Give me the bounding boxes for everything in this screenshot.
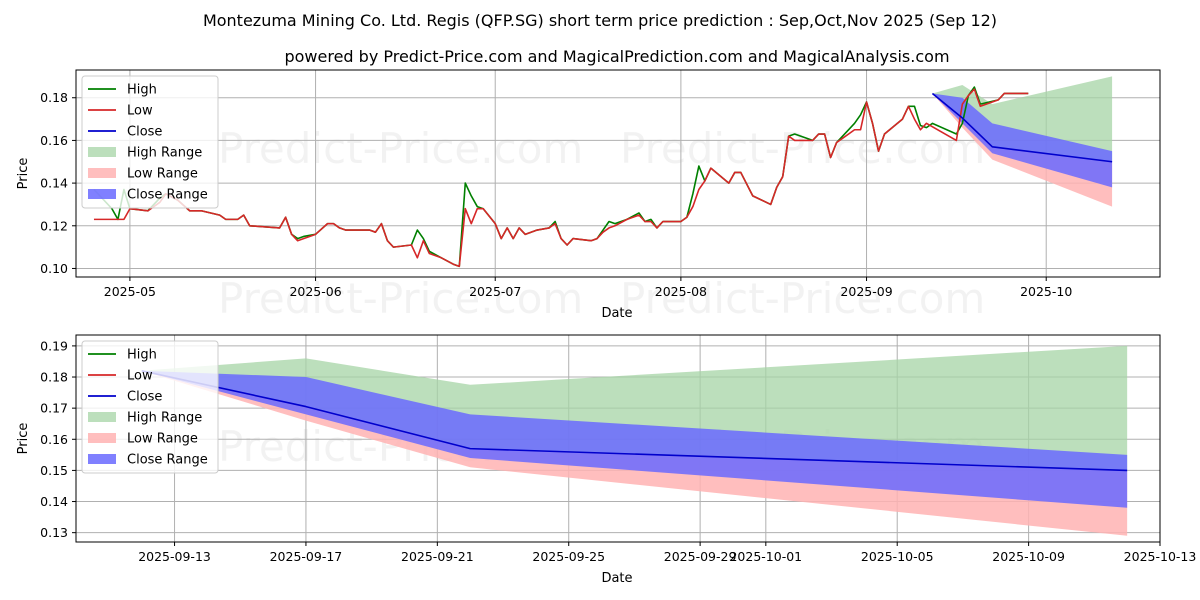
legend: High Low Close High Range Low Range Close Ran…: [81, 340, 219, 474]
legend-swatch-close-range: [88, 454, 116, 464]
y-tick-label: 0.14: [40, 494, 68, 509]
legend-label: Close: [127, 125, 162, 140]
watermark-text: Predict-Price.com: [218, 124, 583, 173]
watermark-text: Predict-Price.com: [218, 274, 583, 323]
top-chart-panel: Predict-Price.com Predict-Price.com Predic…: [16, 69, 1161, 323]
x-tick-label: 2025-10: [1020, 284, 1072, 299]
close-line: [141, 370, 1128, 472]
y-tick-label: 0.16: [40, 432, 68, 447]
x-tick-label: 2025-05: [104, 284, 156, 299]
x-tick-label: 2025-09-13: [138, 549, 211, 564]
y-axis-label: Price: [16, 158, 31, 190]
x-tick-label: 2025-10-09: [992, 549, 1065, 564]
axes-frame: [75, 69, 1161, 278]
legend-label: Low Range: [127, 432, 198, 447]
x-tick-label: 2025-07: [469, 284, 521, 299]
chart-title: Montezuma Mining Co. Ltd. Regis (QFP.SG)…: [203, 11, 997, 30]
close-range-band: [932, 93, 1113, 188]
x-tick-label: 2025-09-21: [401, 549, 474, 564]
legend-swatch-low-range: [88, 168, 116, 178]
legend-label: Close: [127, 390, 162, 405]
x-tick-label: 2025-10-13: [1124, 549, 1197, 564]
y-tick-label: 0.10: [40, 261, 68, 276]
y-tick-label: 0.18: [40, 370, 68, 385]
legend-label: Low: [127, 369, 153, 384]
watermark-group: Predict-Price.com Predict-Price.com Predic…: [218, 124, 985, 323]
legend-label: High Range: [127, 411, 202, 426]
x-tick-label: 2025-09-17: [270, 549, 343, 564]
low-range-band: [141, 370, 1128, 536]
legend-swatch-high-range: [88, 147, 116, 157]
legend-swatch-low-range: [88, 433, 116, 443]
y-tick-label: 0.15: [40, 463, 68, 478]
legend-swatch-close-range: [88, 189, 116, 199]
x-axis-label: Date: [601, 306, 632, 321]
legend-label: High Range: [127, 146, 202, 161]
x-tick-label: 2025-09: [840, 284, 892, 299]
x-tick-label: 2025-09-25: [532, 549, 605, 564]
x-axis-label: Date: [601, 571, 632, 586]
axes-frame: [75, 334, 1161, 543]
y-tick-label: 0.14: [40, 176, 68, 191]
y-tick-label: 0.16: [40, 133, 68, 148]
chart-subtitle: powered by Predict-Price.com and Magical…: [284, 47, 949, 66]
y-axis-label: Price: [16, 423, 31, 455]
x-tick-label: 2025-08: [655, 284, 707, 299]
x-tick-label: 2025-10-05: [861, 549, 934, 564]
legend-label: Low Range: [127, 167, 198, 182]
legend-label: High: [127, 83, 157, 98]
legend-label: High: [127, 348, 157, 363]
y-tick-label: 0.17: [40, 401, 68, 416]
low-range-band: [932, 93, 1113, 207]
bottom-chart-panel: Predict-Price.comPredict-Price.com2025-0…: [16, 334, 1197, 586]
legend-label: Close Range: [127, 188, 208, 203]
y-tick-label: 0.18: [40, 90, 68, 105]
x-tick-label: 2025-09-29: [664, 549, 737, 564]
close-range-band: [141, 370, 1128, 508]
x-tick-label: 2025-10-01: [729, 549, 802, 564]
high-range-band: [141, 345, 1128, 471]
legend: High Low Close High Range Low Range Close Ran…: [81, 75, 219, 209]
legend-label: Close Range: [127, 453, 208, 468]
y-tick-label: 0.13: [40, 525, 68, 540]
y-tick-label: 0.19: [40, 338, 68, 353]
y-tick-label: 0.12: [40, 218, 68, 233]
watermark-text: Predict-Price.com: [620, 124, 985, 173]
legend-label: Low: [127, 104, 153, 119]
close-line: [931, 92, 1113, 163]
low-line: [93, 88, 1029, 268]
legend-swatch-high-range: [88, 412, 116, 422]
x-tick-label: 2025-06: [289, 284, 341, 299]
watermark-text: Predict-Price.com: [620, 274, 985, 323]
